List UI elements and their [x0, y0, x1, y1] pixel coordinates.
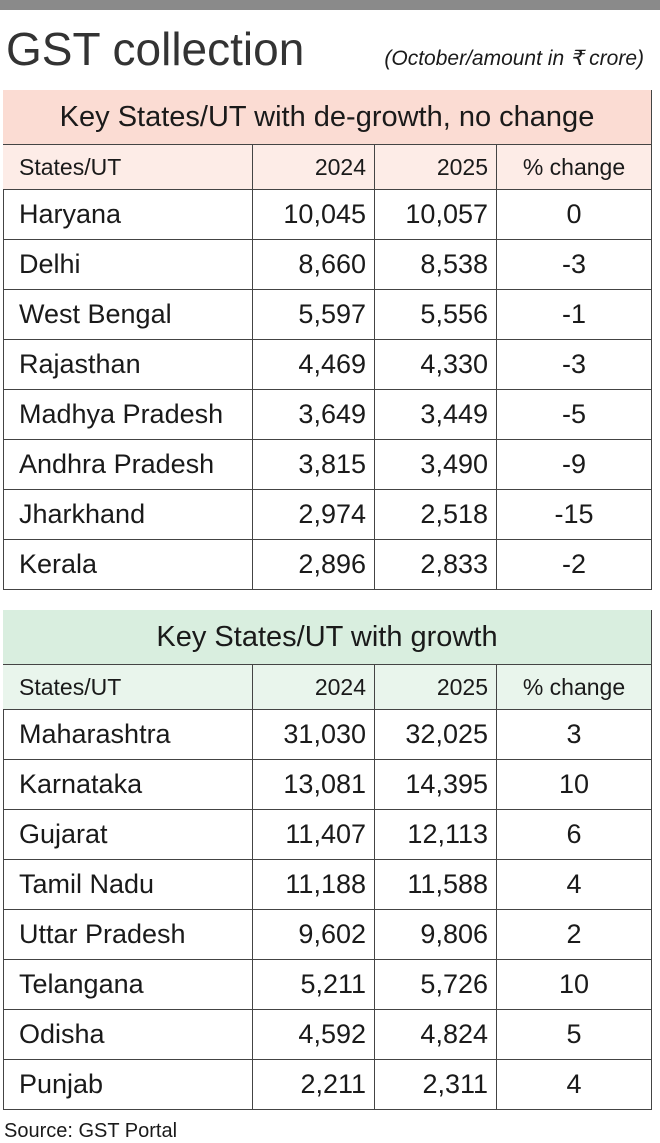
- column-header: 2024: [253, 145, 375, 190]
- table-cell: 2: [497, 910, 652, 960]
- table-cell: Jharkhand: [3, 490, 253, 540]
- table-cell: Andhra Pradesh: [3, 440, 253, 490]
- table-cell: 5,211: [253, 960, 375, 1010]
- table-cell: 2,896: [253, 540, 375, 590]
- table-cell: 3,649: [253, 390, 375, 440]
- table-cell: 31,030: [253, 710, 375, 760]
- table-cell: 10: [497, 960, 652, 1010]
- column-header: % change: [497, 145, 652, 190]
- table-cell: 4,824: [375, 1010, 497, 1060]
- table-cell: Gujarat: [3, 810, 253, 860]
- table-cell: Delhi: [3, 240, 253, 290]
- table-cell: 4,330: [375, 340, 497, 390]
- table-cell: 2,211: [253, 1060, 375, 1110]
- table-cell: 9,602: [253, 910, 375, 960]
- table-cell: -5: [497, 390, 652, 440]
- title: GST collection: [6, 23, 305, 75]
- column-header: States/UT: [3, 665, 253, 710]
- table-cell: Tamil Nadu: [3, 860, 253, 910]
- table-cell: 11,588: [375, 860, 497, 910]
- table-cell: -15: [497, 490, 652, 540]
- table-cell: 4: [497, 860, 652, 910]
- column-header: 2025: [375, 665, 497, 710]
- table-cell: 3,490: [375, 440, 497, 490]
- table-cell: 5: [497, 1010, 652, 1060]
- table-cell: 2,311: [375, 1060, 497, 1110]
- table-cell: 3: [497, 710, 652, 760]
- table-cell: 8,660: [253, 240, 375, 290]
- table-cell: Punjab: [3, 1060, 253, 1110]
- table-cell: 32,025: [375, 710, 497, 760]
- table-cell: 3,815: [253, 440, 375, 490]
- note: (October/amount in ₹ crore): [384, 47, 644, 70]
- column-header: States/UT: [3, 145, 253, 190]
- table-cell: -3: [497, 240, 652, 290]
- table-cell: Madhya Pradesh: [3, 390, 253, 440]
- table-cell: 2,974: [253, 490, 375, 540]
- table-cell: 4: [497, 1060, 652, 1110]
- table-cell: 2,833: [375, 540, 497, 590]
- table-cell: 8,538: [375, 240, 497, 290]
- column-header: % change: [497, 665, 652, 710]
- table-cell: 11,188: [253, 860, 375, 910]
- table-cell: 12,113: [375, 810, 497, 860]
- table-cell: 5,726: [375, 960, 497, 1010]
- table-cell: 5,597: [253, 290, 375, 340]
- table-cell: 10,057: [375, 190, 497, 240]
- column-header: 2024: [253, 665, 375, 710]
- table-cell: -1: [497, 290, 652, 340]
- table-cell: Karnataka: [3, 760, 253, 810]
- table-cell: 4,469: [253, 340, 375, 390]
- table-cell: -2: [497, 540, 652, 590]
- table-cell: 13,081: [253, 760, 375, 810]
- table-cell: Haryana: [3, 190, 253, 240]
- table-cell: 11,407: [253, 810, 375, 860]
- table-cell: -9: [497, 440, 652, 490]
- table-cell: 14,395: [375, 760, 497, 810]
- table-cell: 10,045: [253, 190, 375, 240]
- table-cell: 4,592: [253, 1010, 375, 1060]
- table-cell: 10: [497, 760, 652, 810]
- table-cell: 0: [497, 190, 652, 240]
- table-cell: Telangana: [3, 960, 253, 1010]
- top-bar: [0, 0, 660, 10]
- table-cell: 2,518: [375, 490, 497, 540]
- table-cell: Rajasthan: [3, 340, 253, 390]
- table-cell: Odisha: [3, 1010, 253, 1060]
- table-title: Key States/UT with de-growth, no change: [3, 90, 652, 145]
- table-cell: 3,449: [375, 390, 497, 440]
- table-title: Key States/UT with growth: [3, 610, 652, 665]
- table-cell: Maharashtra: [3, 710, 253, 760]
- table-cell: West Bengal: [3, 290, 253, 340]
- table-cell: Uttar Pradesh: [3, 910, 253, 960]
- column-header: 2025: [375, 145, 497, 190]
- table-cell: 6: [497, 810, 652, 860]
- source: Source: GST Portal: [4, 1120, 178, 1142]
- table-cell: -3: [497, 340, 652, 390]
- table-cell: 5,556: [375, 290, 497, 340]
- table-cell: Kerala: [3, 540, 253, 590]
- table-cell: 9,806: [375, 910, 497, 960]
